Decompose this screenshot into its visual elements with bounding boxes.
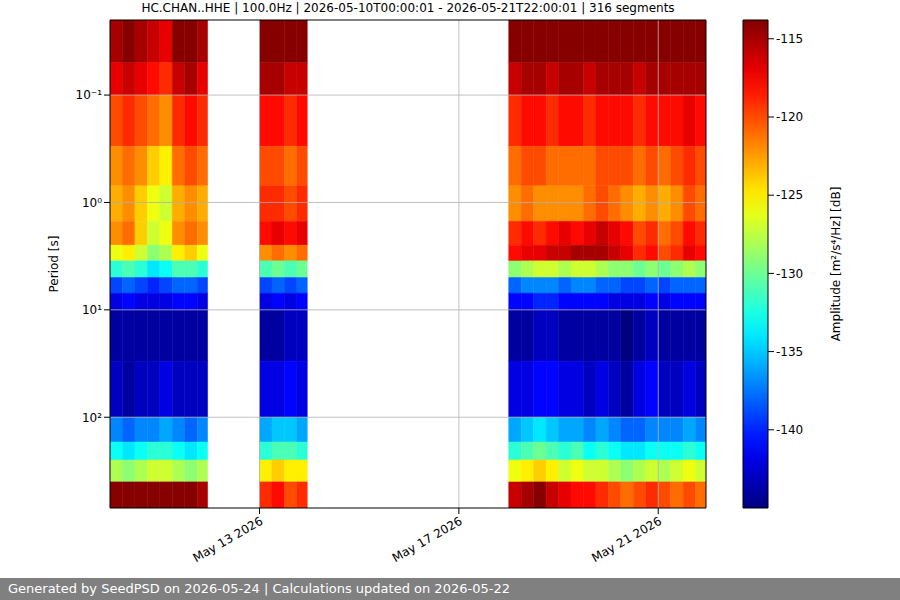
svg-text:-140: -140	[776, 423, 803, 437]
svg-text:May 17 2026: May 17 2026	[390, 514, 465, 565]
svg-text:-115: -115	[776, 32, 803, 46]
html-text:Generated by SeedPSD on 2026-0: Generated by SeedPSD on 2026-05-24 | Cal…	[8, 581, 510, 596]
svg-text:Period [s]: Period [s]	[47, 236, 61, 293]
svg-text:10¹: 10¹	[82, 303, 102, 317]
svg-text:-135: -135	[776, 345, 803, 359]
svg-text:-120: -120	[776, 110, 803, 124]
html-text:HC.CHAN..HHE | 100.0Hz | 2026-: HC.CHAN..HHE | 100.0Hz | 2026-05-10T00:0…	[141, 1, 675, 15]
svg-text:10⁰: 10⁰	[82, 196, 102, 210]
svg-text:10⁻¹: 10⁻¹	[76, 88, 103, 102]
svg-text:-130: -130	[776, 267, 803, 281]
svg-text:-125: -125	[776, 188, 803, 202]
svg-text:May 13 2026: May 13 2026	[191, 514, 266, 565]
svg-text:10²: 10²	[82, 411, 102, 425]
svg-text:Amplitude [m²/s⁴/Hz] [dB]: Amplitude [m²/s⁴/Hz] [dB]	[829, 187, 843, 342]
svg-text:May 21 2026: May 21 2026	[589, 514, 664, 565]
